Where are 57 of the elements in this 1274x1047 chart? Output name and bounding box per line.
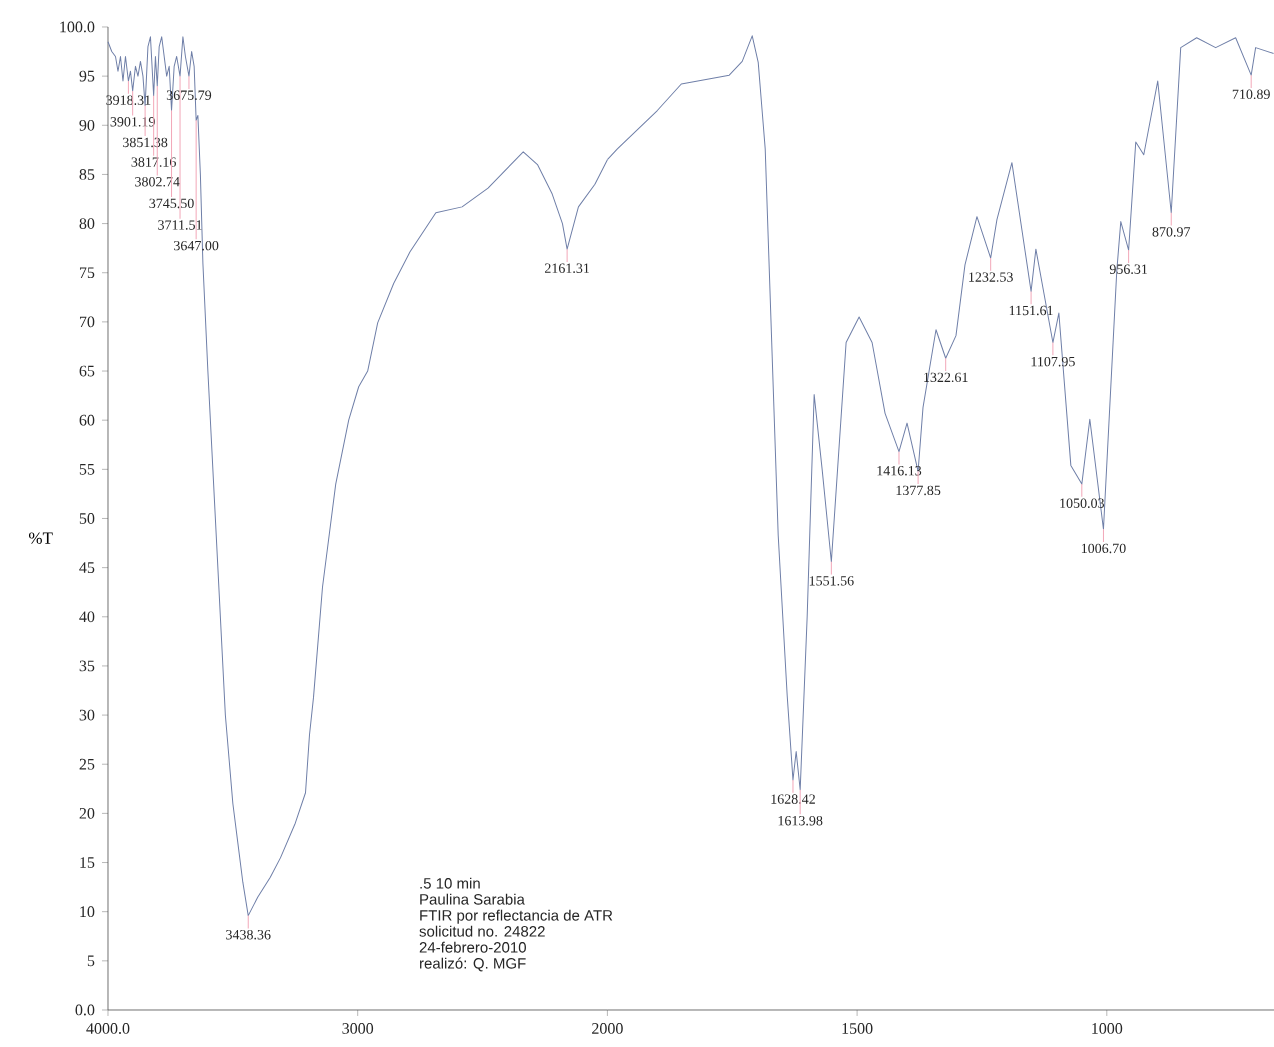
- annotation: 1322.61: [924, 372, 968, 383]
- annotation: 1107.95: [1031, 356, 1075, 367]
- y-tick-label: 65: [79, 365, 95, 377]
- annotation: 870.97: [1152, 227, 1191, 237]
- x-tick-label: 2000: [592, 1023, 623, 1034]
- y-tick-label: 90: [79, 119, 95, 131]
- y-tick-label: 95: [79, 70, 95, 82]
- annotation: 1006.70: [1081, 543, 1126, 554]
- annotation: 3901.19: [110, 117, 155, 127]
- annotation: .5 10 min: [420, 877, 480, 889]
- annotation: 1050.03: [1060, 498, 1105, 508]
- annotation: 2161.31: [544, 263, 590, 273]
- y-tick-label: 0.0: [75, 1004, 95, 1016]
- y-tick-label: 15: [80, 857, 95, 868]
- annotation: FTIR por reflectancia de ATR: [420, 909, 613, 924]
- annotation: 1613.98: [778, 815, 823, 826]
- y-tick-label: 50: [79, 513, 95, 524]
- annotation: 24-febrero-2010: [419, 941, 526, 953]
- y-tick-label: 40: [79, 611, 95, 623]
- y-tick-label: 45: [79, 562, 95, 573]
- annotation: 1151.61: [1009, 305, 1053, 316]
- y-tick-label: 20: [79, 807, 95, 819]
- annotation: 1628.42: [771, 794, 815, 804]
- x-tick-label: 1500: [842, 1023, 873, 1034]
- y-tick-label: 85: [79, 169, 95, 180]
- annotation: 1551.56: [809, 576, 854, 586]
- x-tick-label: 1000: [1092, 1023, 1123, 1034]
- y-tick-label: 10: [80, 906, 95, 918]
- x-tick-label: 4000.0: [86, 1023, 130, 1034]
- y-tick-label: 60: [79, 414, 95, 426]
- annotation: solicitud no. 24822: [419, 925, 545, 937]
- annotation: 710.89: [1232, 89, 1270, 100]
- annotation: 3918.31: [106, 95, 151, 105]
- y-tick-label: 30: [79, 709, 95, 721]
- annotation: Paulina Sarabia: [420, 893, 525, 905]
- annotation: 1232.53: [969, 272, 1013, 282]
- annotation: realizó: Q. MGF: [420, 957, 526, 972]
- y-tick-label: 100.0: [60, 21, 95, 33]
- x-tick-label: 3000: [342, 1023, 374, 1034]
- annotation: 1416.13: [877, 466, 922, 476]
- y-tick-label: 70: [80, 316, 95, 328]
- annotation: 3802.74: [135, 177, 180, 187]
- annotation: 3438.36: [226, 929, 271, 940]
- annotation: 3745.50: [149, 198, 194, 209]
- annotation: 3817.16: [131, 157, 176, 167]
- annotation: 3675.79: [166, 90, 212, 100]
- annotation: 3851.38: [123, 137, 168, 148]
- y-tick-label: 25: [79, 758, 95, 770]
- annotation: 1377.85: [896, 485, 941, 496]
- y-tick-label: 5: [87, 955, 95, 967]
- annotation: 956.31: [1109, 264, 1148, 274]
- y-axis-title: %T: [28, 532, 53, 544]
- annotation: 3711.51: [158, 220, 202, 230]
- y-tick-label: 80: [79, 218, 95, 229]
- y-tick-label: 55: [79, 464, 95, 475]
- y-tick-label: 75: [80, 267, 95, 279]
- y-tick-label: 35: [79, 660, 95, 672]
